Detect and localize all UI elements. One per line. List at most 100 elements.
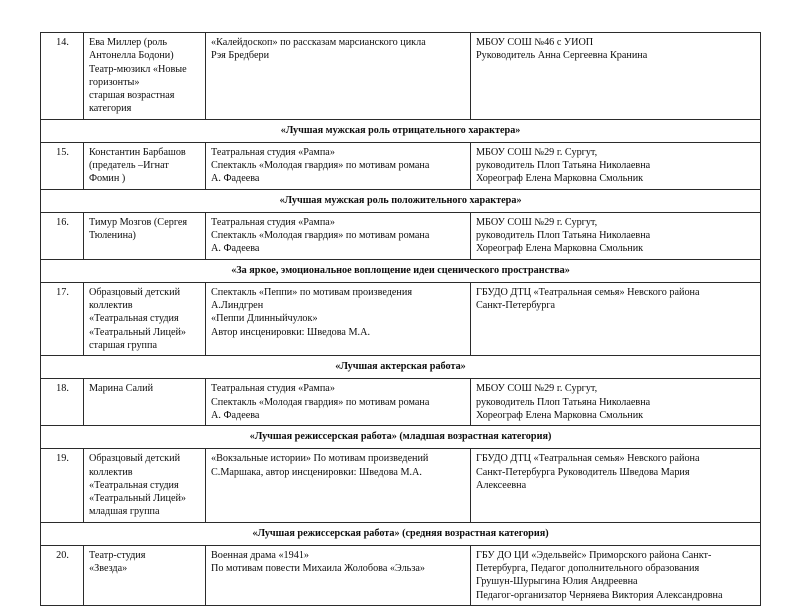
cell-line: «Звезда» [89,563,128,574]
cell-line: Хореограф Елена Марковна Смольник [476,173,644,185]
cell-line: Педагог-организатор Черняева Виктория Ал… [476,589,723,601]
cell-line: Образцовый детский [89,286,181,298]
cell-line: МБОУ СОШ №46 с УИОП [476,37,594,48]
row-number: 17. [40,281,84,357]
participant-cell: Тимур Мозгов (Сергея Тюленина) [83,211,206,260]
cell-line: Спектакль «Молодая гвардия» по мотивам р… [211,160,430,171]
cell-line: руководитель Плоп Татьяна Николаевна [476,160,651,171]
cell-line: Театральная студия «Рампа» [211,383,335,395]
work-cell: Спектакль «Пеппи» по мотивам произведени… [205,281,471,357]
table-row: 14. Ева Миллер (роль Антонелла Бодони) Теат… [40,32,761,120]
section-header-title: «За яркое, эмоциональное воплощение идеи… [40,258,761,283]
section-header-title: «Лучшая мужская роль положительного хара… [40,188,761,213]
work-cell: Военная драма «1941» По мотивам повести М… [205,544,471,606]
section-header-row: «За яркое, эмоциональное воплощение идеи… [40,258,761,283]
cell-line: Образцовый детский [89,453,181,465]
row-number: 19. [40,448,84,523]
cell-line: Петербурга, Педагог дополнительного обра… [476,563,700,574]
organization-cell: ГБУ ДО ЦИ «Эдельвейс» Приморского района… [470,544,761,606]
cell-line: ГБУДО ДТЦ «Театральная семья» Невского р… [476,453,700,465]
cell-line: Военная драма «1941» [211,549,310,561]
cell-line: Театральная студия «Рампа» [211,146,335,158]
cell-line: Рэя Бредбери [211,50,270,62]
document-page: 14. Ева Миллер (роль Антонелла Бодони) Теат… [40,32,761,606]
table-row: 17. Образцовый детский коллектив «Театральн… [40,281,761,357]
work-cell: Театральная студия «Рампа» Спектакль «Мол… [205,378,471,426]
cell-line: ГБУ ДО ЦИ «Эдельвейс» Приморского района… [476,549,712,561]
cell-line: МБОУ СОШ №29 г. Сургут, [476,383,598,395]
participant-cell: Образцовый детский коллектив «Театральная … [83,448,206,523]
cell-line: Константин Барбашов [89,146,186,158]
table-row: 15. Константин Барбашов (предатель –Игнат Ф… [40,141,761,190]
cell-line: коллектив [89,300,133,311]
cell-line: руководитель Плоп Татьяна Николаевна [476,230,651,241]
work-cell: «Калейдоскоп» по рассказам марсианского … [205,32,471,120]
cell-line: А. Фадеева [211,243,260,255]
cell-line: (предатель –Игнат [89,160,169,171]
cell-line: Хореограф Елена Марковна Смольник [476,243,644,255]
participant-cell: Театр-студия «Звезда» [83,544,206,606]
cell-line: А.Линдгрен [211,300,264,311]
cell-line: Спектакль «Молодая гвардия» по мотивам р… [211,396,430,408]
cell-line: Автор инсценировки: Шведова М.А. [211,326,370,338]
cell-line: ГБУДО ДТЦ «Театральная семья» Невского р… [476,286,700,298]
organization-cell: ГБУДО ДТЦ «Театральная семья» Невского р… [470,281,761,357]
cell-line: Спектакль «Молодая гвардия» по мотивам р… [211,230,430,241]
section-header-title: «Лучшая мужская роль отрицательного хара… [40,118,761,143]
cell-line: Хореограф Елена Марковна Смольник [476,409,644,421]
cell-line: Театр-мюзикл «Новые [89,63,187,75]
cell-line: Спектакль «Пеппи» по мотивам произведени… [211,286,413,298]
cell-line: С.Маршака, автор инсценировки: Шведова М… [211,466,422,478]
row-number: 20. [40,544,84,606]
section-header-row: «Лучшая мужская роль отрицательного хара… [40,118,761,143]
cell-line: Фомин ) [89,173,126,185]
cell-line: Тимур Мозгов (Сергея [89,216,188,228]
work-cell: Театральная студия «Рампа» Спектакль «Мол… [205,211,471,260]
cell-line: руководитель Плоп Татьяна Николаевна [476,396,651,408]
row-number: 15. [40,141,84,190]
cell-line: А. Фадеева [211,409,260,421]
cell-line: Алексеевна [476,479,527,491]
cell-line: «Пеппи Длинныйчулок» [211,313,318,325]
cell-line: Руководитель Анна Сергеевна Кранина [476,50,648,62]
cell-line: Грушун-Шурыгина Юлия Андреевна [476,576,638,588]
cell-line: Санкт-Петербурга [476,300,556,311]
cell-line: МБОУ СОШ №29 г. Сургут, [476,216,598,228]
table-row: 19. Образцовый детский коллектив «Театральн… [40,448,761,523]
participant-cell: Ева Миллер (роль Антонелла Бодони) Театр-м… [83,32,206,120]
section-header-row: «Лучшая режиссерская работа» (средняя во… [40,521,761,546]
table-row: 20. Театр-студия «Звезда» Военная драма «19… [40,544,761,606]
row-number: 14. [40,32,84,120]
cell-line: А. Фадеева [211,173,260,185]
cell-line: Санкт-Петербурга Руководитель Шведова Ма… [476,466,690,478]
cell-line: Тюленина) [89,230,136,241]
cell-line: «Калейдоскоп» по рассказам марсианского … [211,37,426,48]
section-header-row: «Лучшая актерская работа» [40,354,761,380]
section-header-title: «Лучшая актерская работа» [40,354,761,380]
table-row: 16. Тимур Мозгов (Сергея Тюленина) Театраль… [40,211,761,260]
work-cell: «Вокзальные истории» По мотивам произвед… [205,448,471,523]
awards-table: 14. Ева Миллер (роль Антонелла Бодони) Теат… [40,32,761,606]
cell-line: «Театральный Лицей» [89,326,187,338]
cell-line: младшая группа [89,506,160,518]
section-header-title: «Лучшая режиссерская работа» (младшая во… [40,424,761,450]
cell-line: категория [89,103,132,115]
cell-line: «Театральная студия [89,479,179,491]
participant-cell: Образцовый детский коллектив «Театральная … [83,281,206,357]
row-number: 18. [40,378,84,426]
participant-cell: Марина Салий [83,378,206,426]
cell-line: старшая возрастная [89,90,175,101]
cell-line: старшая группа [89,339,157,351]
organization-cell: МБОУ СОШ №29 г. Сургут, руководитель Пло… [470,378,761,426]
cell-line: Марина Салий [89,383,154,395]
cell-line: Театральная студия «Рампа» [211,216,335,228]
organization-cell: МБОУ СОШ №29 г. Сургут, руководитель Пло… [470,211,761,260]
row-number: 16. [40,211,84,260]
section-header-row: «Лучшая мужская роль положительного хара… [40,188,761,213]
organization-cell: МБОУ СОШ №29 г. Сургут, руководитель Пло… [470,141,761,190]
organization-cell: ГБУДО ДТЦ «Театральная семья» Невского р… [470,448,761,523]
work-cell: Театральная студия «Рампа» Спектакль «Мол… [205,141,471,190]
cell-line: Ева Миллер (роль [89,37,167,48]
cell-line: «Вокзальные истории» По мотивам произвед… [211,453,429,465]
cell-line: «Театральный Лицей» [89,493,187,504]
